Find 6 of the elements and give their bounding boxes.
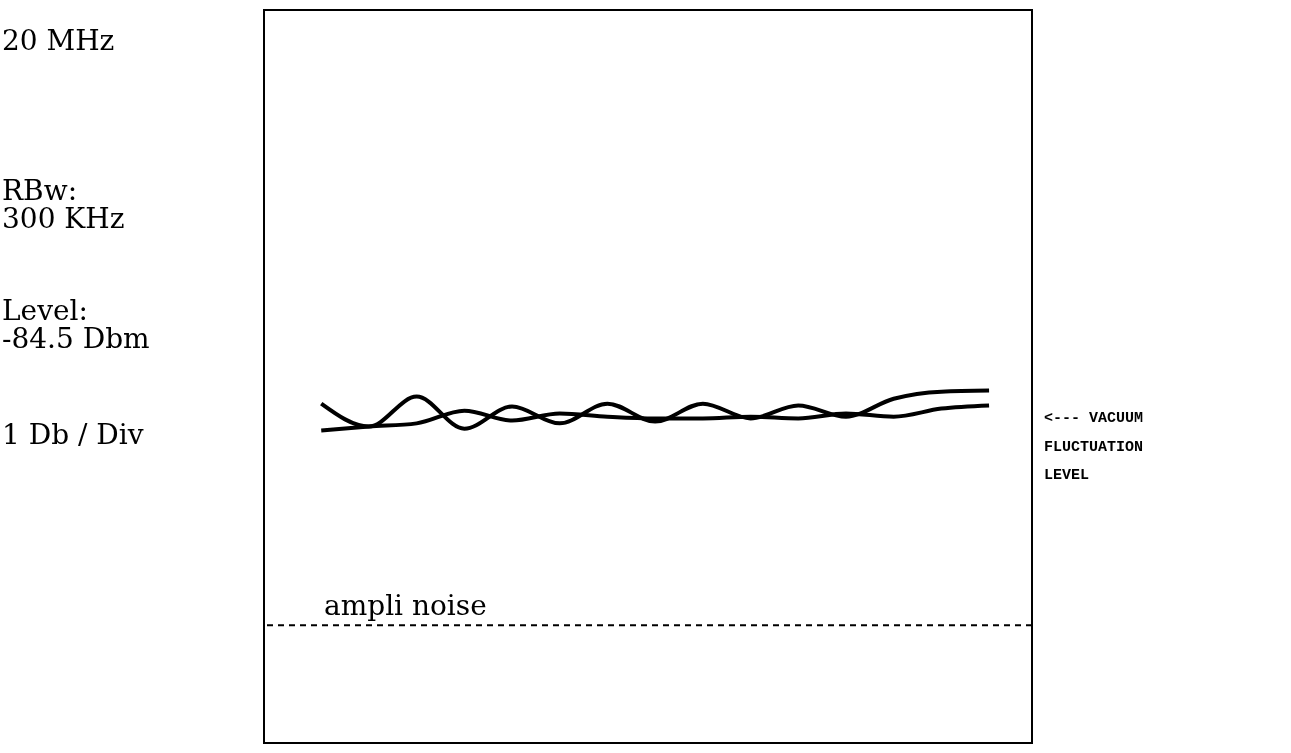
text: Level: -84.5 Dbm — [2, 294, 150, 355]
text: RBw: 300 KHz — [2, 174, 125, 235]
text: 20 MHz — [2, 24, 115, 57]
text: 1 Db / Div — [2, 418, 144, 451]
text: <--- VACUUM FLUCTUATION LEVEL — [1044, 410, 1144, 484]
ref-line-label: ampli noise — [324, 589, 487, 623]
